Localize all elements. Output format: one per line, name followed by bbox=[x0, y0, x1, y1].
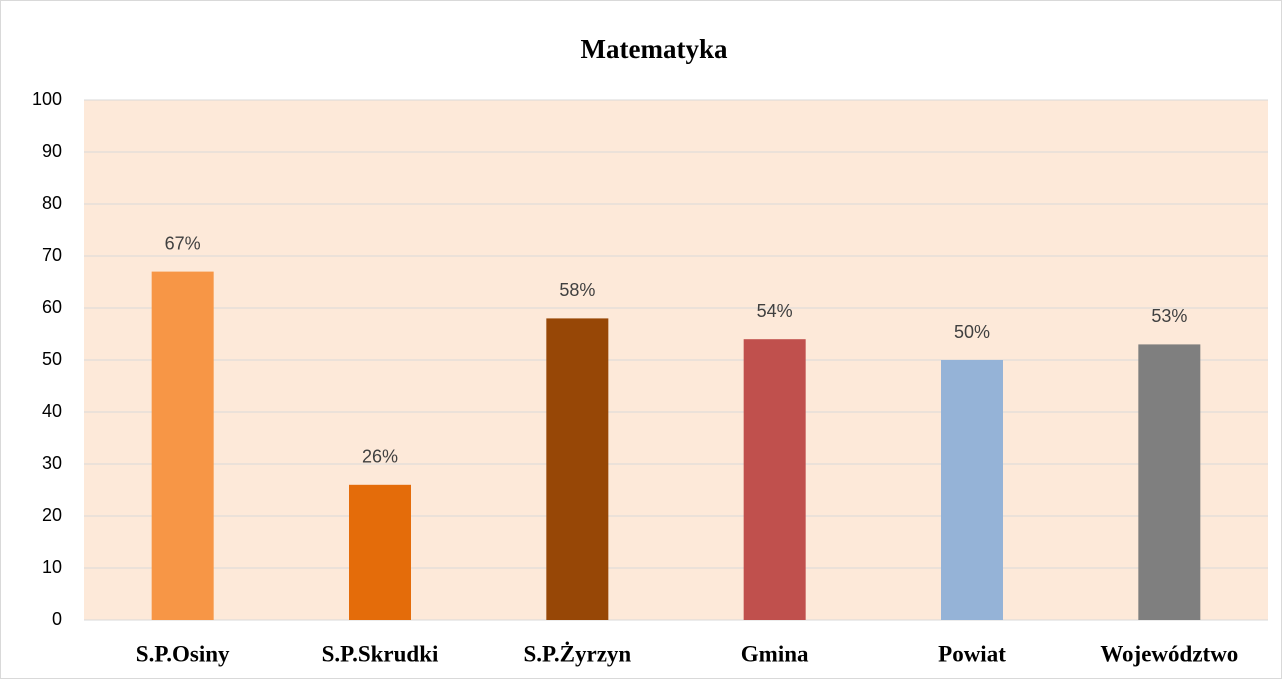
x-tick-label: Województwo bbox=[1100, 641, 1238, 666]
y-tick-label: 50 bbox=[42, 349, 62, 369]
value-label: 50% bbox=[954, 322, 990, 342]
y-tick-label: 60 bbox=[42, 297, 62, 317]
bar bbox=[1138, 344, 1201, 620]
y-tick-label: 0 bbox=[52, 609, 62, 629]
y-tick-label: 100 bbox=[32, 89, 62, 109]
chart-title: Matematyka bbox=[581, 34, 728, 64]
x-tick-label: Powiat bbox=[938, 641, 1006, 666]
y-tick-label: 90 bbox=[42, 141, 62, 161]
bar bbox=[743, 339, 806, 620]
value-label: 54% bbox=[757, 301, 793, 321]
y-tick-label: 80 bbox=[42, 193, 62, 213]
bar bbox=[546, 318, 609, 620]
value-label: 58% bbox=[559, 280, 595, 300]
bar bbox=[151, 271, 214, 620]
value-label: 67% bbox=[165, 233, 201, 253]
value-label: 53% bbox=[1151, 306, 1187, 326]
value-label: 26% bbox=[362, 447, 398, 467]
y-tick-label: 20 bbox=[42, 505, 62, 525]
x-tick-label: S.P.Żyrzyn bbox=[523, 641, 631, 666]
bar bbox=[349, 484, 411, 620]
bar bbox=[941, 360, 1003, 620]
x-tick-label: S.P.Osiny bbox=[136, 641, 230, 666]
x-tick-label: Gmina bbox=[741, 641, 809, 666]
x-tick-label: S.P.Skrudki bbox=[322, 641, 439, 666]
y-tick-label: 40 bbox=[42, 401, 62, 421]
y-tick-label: 70 bbox=[42, 245, 62, 265]
y-tick-label: 10 bbox=[42, 557, 62, 577]
y-tick-label: 30 bbox=[42, 453, 62, 473]
